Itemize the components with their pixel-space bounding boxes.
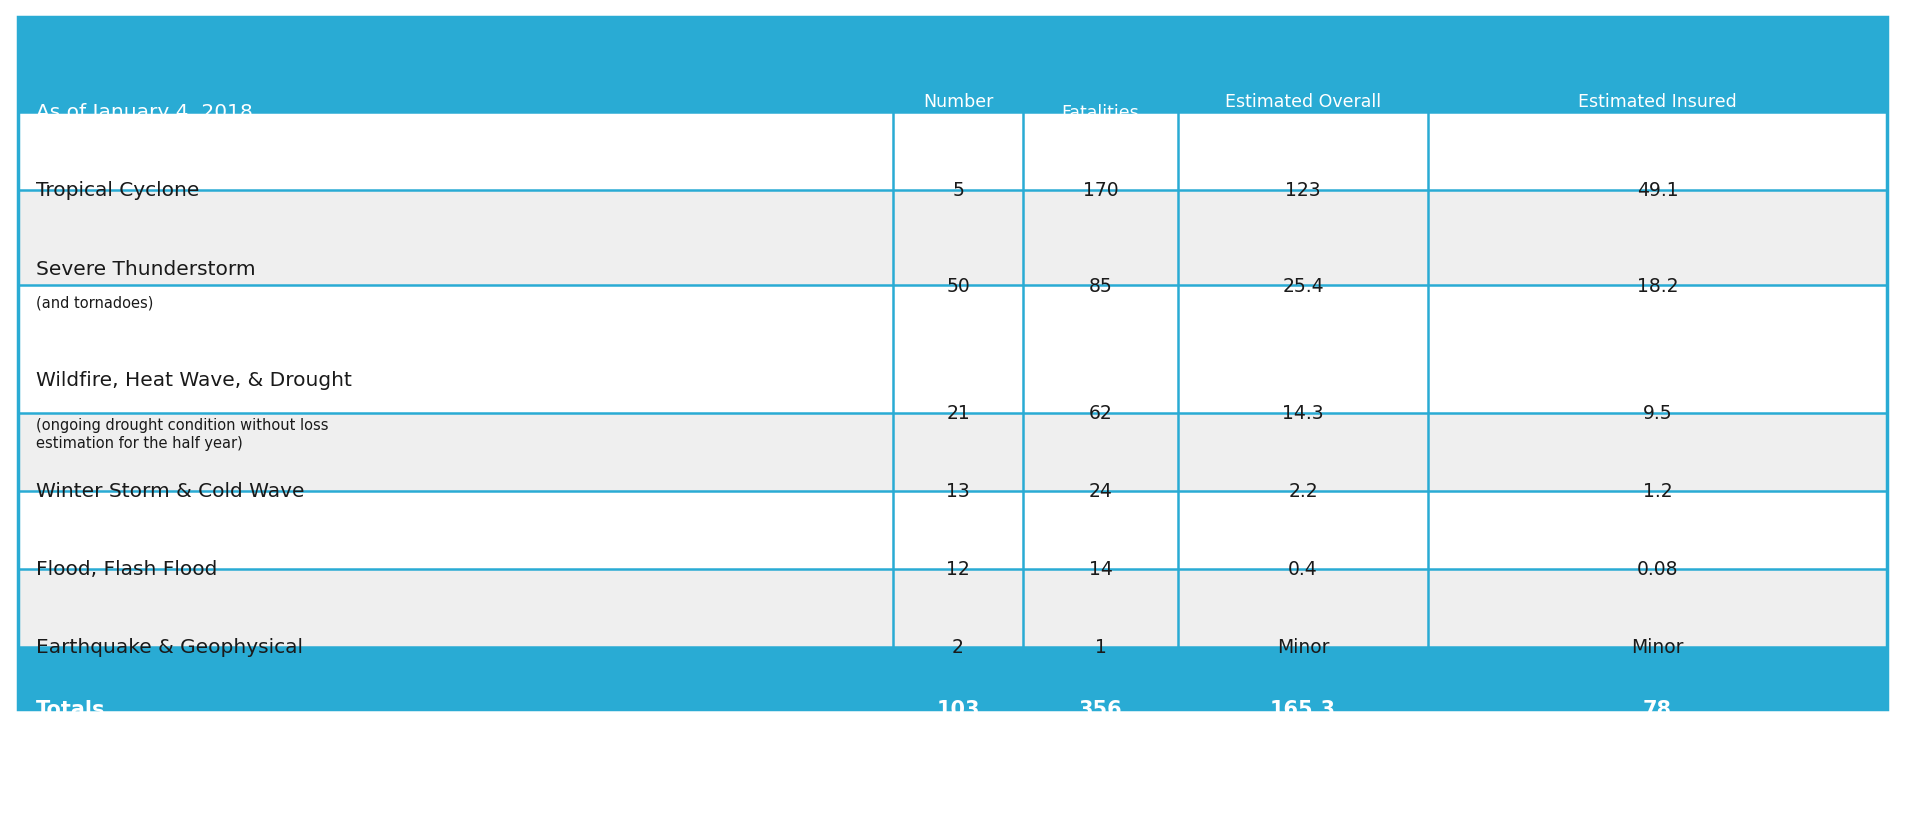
Text: 2.2: 2.2	[1288, 482, 1318, 501]
Text: As of January 4, 2018: As of January 4, 2018	[36, 103, 253, 122]
Bar	[17, 647, 1888, 709]
Text: 14: 14	[1088, 560, 1113, 579]
Bar	[17, 414, 1888, 491]
Bar	[17, 491, 1888, 569]
Text: 62: 62	[1088, 404, 1113, 423]
Text: (ongoing drought condition without loss
estimation for the half year): (ongoing drought condition without loss …	[36, 417, 328, 450]
Text: 356: 356	[1078, 699, 1122, 719]
Text: 123: 123	[1286, 181, 1320, 201]
Text: Estimated Overall
Losses (US $bn): Estimated Overall Losses (US $bn)	[1225, 93, 1381, 133]
Bar	[17, 113, 1888, 191]
Text: 0.08: 0.08	[1636, 560, 1678, 579]
Bar	[17, 18, 1888, 709]
Text: 12: 12	[947, 560, 970, 579]
Text: Minor: Minor	[1631, 638, 1684, 657]
Text: 103: 103	[935, 699, 979, 719]
Text: 0.4: 0.4	[1288, 560, 1318, 579]
Text: Tropical Cyclone: Tropical Cyclone	[36, 181, 200, 201]
Bar	[17, 286, 1888, 414]
Text: Flood, Flash Flood: Flood, Flash Flood	[36, 560, 217, 579]
Text: 78: 78	[1642, 699, 1673, 719]
Text: Severe Thunderstorm: Severe Thunderstorm	[36, 260, 255, 279]
Text: 18.2: 18.2	[1636, 276, 1678, 295]
Text: 2: 2	[952, 638, 964, 657]
Text: (and tornadoes): (and tornadoes)	[36, 295, 154, 310]
Text: 5: 5	[952, 181, 964, 201]
Text: 9.5: 9.5	[1642, 404, 1673, 423]
Text: 1: 1	[1095, 638, 1107, 657]
Text: Winter Storm & Cold Wave: Winter Storm & Cold Wave	[36, 482, 305, 501]
Text: Fatalities: Fatalities	[1061, 104, 1139, 122]
Text: 49.1: 49.1	[1636, 181, 1678, 201]
Text: 13: 13	[947, 482, 970, 501]
Text: Minor: Minor	[1276, 638, 1330, 657]
Text: 25.4: 25.4	[1282, 276, 1324, 295]
Text: 1.2: 1.2	[1642, 482, 1673, 501]
Text: 14.3: 14.3	[1282, 404, 1324, 423]
Text: 165.3: 165.3	[1271, 699, 1335, 719]
Text: 21: 21	[947, 404, 970, 423]
Bar	[17, 18, 1888, 113]
Bar	[17, 191, 1888, 286]
Bar	[17, 569, 1888, 647]
Text: Totals: Totals	[36, 699, 105, 719]
Text: Number
of Events: Number of Events	[918, 93, 998, 133]
Text: 50: 50	[947, 276, 970, 295]
Text: 85: 85	[1088, 276, 1113, 295]
Text: Wildfire, Heat Wave, & Drought: Wildfire, Heat Wave, & Drought	[36, 371, 352, 390]
Text: Earthquake & Geophysical: Earthquake & Geophysical	[36, 638, 303, 657]
Text: Estimated Insured
Losses (US $bn): Estimated Insured Losses (US $bn)	[1577, 93, 1737, 133]
Text: 24: 24	[1088, 482, 1113, 501]
Text: 170: 170	[1082, 181, 1118, 201]
